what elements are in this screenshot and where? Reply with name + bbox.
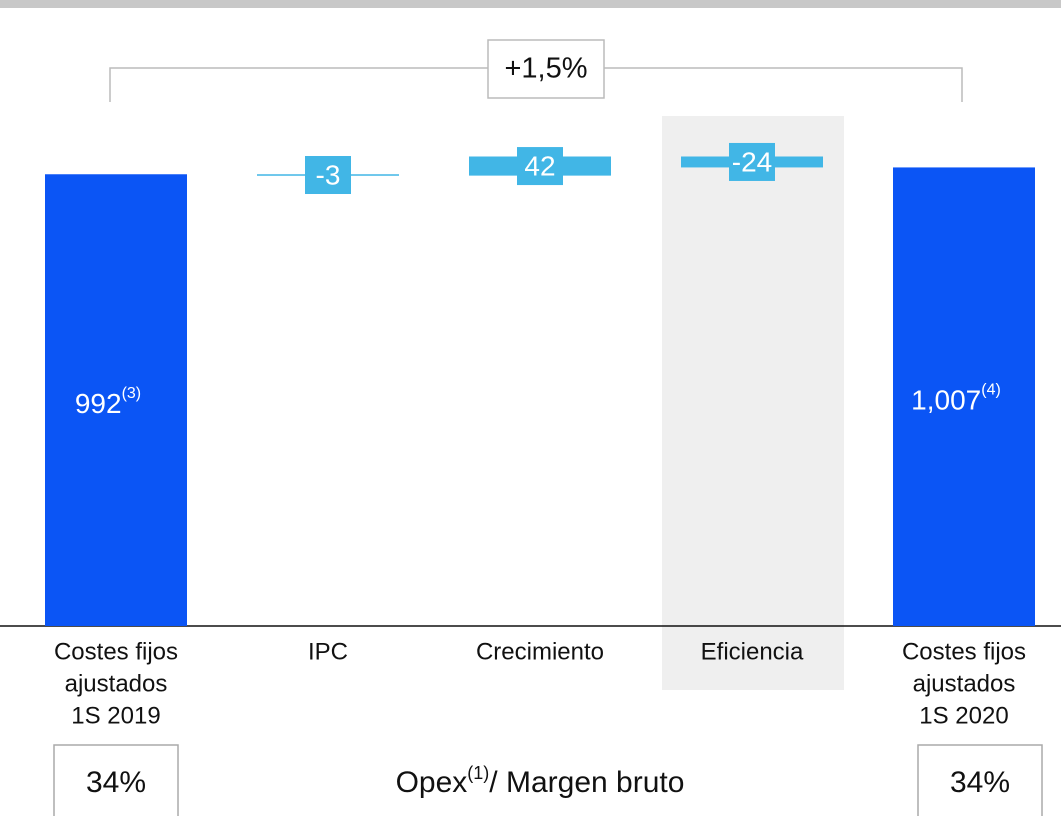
x-tick-label: 1S 2020: [919, 702, 1008, 729]
ratio-title-part: / Margen bruto: [489, 766, 684, 799]
value-label: 42: [524, 150, 555, 181]
ratio-box: [53, 744, 179, 816]
x-tick-label: ajustados: [913, 670, 1016, 697]
background-layer: [662, 116, 844, 690]
x-tick-label: Costes fijos: [54, 638, 178, 665]
ratio-title-part: Opex: [396, 766, 468, 799]
value-label-text: 1,007: [911, 385, 981, 416]
value-note: (3): [122, 385, 142, 402]
bar: [893, 167, 1035, 627]
top-rule: [0, 0, 1061, 8]
highlight-band: [662, 116, 844, 690]
value-label: -3: [316, 159, 341, 190]
ratio-box: [917, 744, 1043, 816]
x-tick-label: 1S 2019: [71, 702, 160, 729]
ratio-label: 34%: [950, 766, 1010, 799]
bar: [45, 174, 187, 626]
ratio-label: 34%: [86, 766, 146, 799]
ratio-title-note: (1): [467, 763, 489, 783]
value-label: 992(3): [75, 385, 141, 419]
x-tick-label: Crecimiento: [476, 638, 604, 665]
value-label: -24: [732, 146, 772, 177]
value-label-box: [729, 142, 775, 181]
value-label-text: 992: [75, 389, 122, 420]
annotation-box: [487, 39, 605, 99]
ratio-title: Opex(1)/ Margen bruto: [396, 763, 685, 799]
x-tick-label: Eficiencia: [701, 638, 804, 665]
value-label-box: [305, 156, 351, 195]
value-label: 1,007(4): [911, 382, 1001, 416]
x-tick-label: ajustados: [65, 670, 168, 697]
x-tick-label: Costes fijos: [902, 638, 1026, 665]
value-label-box: [517, 147, 563, 186]
value-note: (4): [981, 382, 1001, 399]
x-tick-label: IPC: [308, 638, 348, 665]
annotation: +1,5%: [504, 53, 587, 85]
